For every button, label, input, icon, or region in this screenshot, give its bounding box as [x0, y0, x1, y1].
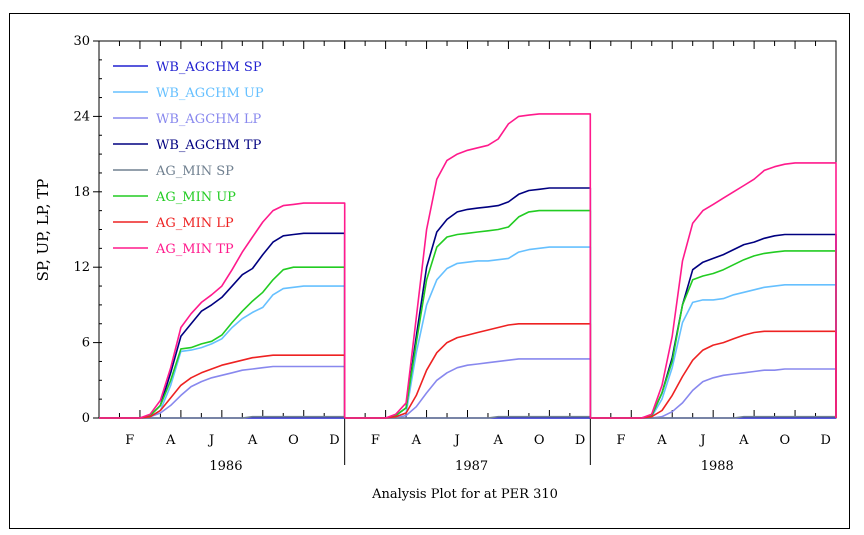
- legend-label: AG_MIN UP: [155, 190, 236, 205]
- month-label: D: [575, 433, 585, 448]
- series-line-ag-min-up-1987[interactable]: [344, 209, 592, 419]
- chart-title: Analysis Plot for at PER 310: [371, 487, 558, 502]
- y-tick-label: 30: [73, 34, 90, 49]
- month-label: F: [617, 433, 626, 448]
- month-label: O: [779, 433, 790, 448]
- legend-label: AG_MIN TP: [155, 242, 234, 257]
- legend-label: WB_AGCHM LP: [156, 112, 262, 127]
- series-line-ag-min-tp-1987[interactable]: [344, 113, 592, 419]
- y-tick-label: 18: [73, 185, 90, 200]
- month-label: J: [698, 433, 705, 448]
- y-tick-label: 0: [82, 411, 90, 426]
- series-line-wb-agchm-tp-1987[interactable]: [344, 187, 592, 419]
- y-tick-label: 24: [73, 109, 90, 124]
- legend-label: WB_AGCHM SP: [156, 60, 262, 75]
- month-label: D: [821, 433, 831, 448]
- series-line-wb-agchm-tp-1988[interactable]: [590, 233, 837, 419]
- series-line-wb-agchm-up-1988[interactable]: [590, 284, 837, 419]
- series-line-wb-agchm-up-1987[interactable]: [344, 246, 592, 419]
- year-label: 1987: [455, 459, 488, 474]
- month-label: A: [165, 433, 176, 448]
- series-line-ag-min-tp-1986[interactable]: [99, 202, 346, 419]
- month-label: A: [656, 433, 667, 448]
- series-line-wb-agchm-up-1986[interactable]: [99, 285, 346, 419]
- series-line-ag-min-lp-1986[interactable]: [99, 354, 346, 419]
- month-label: J: [453, 433, 460, 448]
- month-label: J: [207, 433, 214, 448]
- legend: WB_AGCHM SP WB_AGCHM UP WB_AGCHM LP WB_AGCH…: [113, 60, 264, 257]
- month-label: A: [411, 433, 422, 448]
- legend-label: AG_MIN LP: [155, 216, 234, 231]
- series-line-ag-min-lp-1987[interactable]: [344, 323, 592, 419]
- month-label: A: [493, 433, 504, 448]
- month-label: D: [329, 433, 339, 448]
- series-line-ag-min-tp-1988[interactable]: [590, 162, 837, 419]
- legend-label: WB_AGCHM UP: [156, 86, 264, 101]
- month-label: F: [371, 433, 380, 448]
- month-label: A: [738, 433, 749, 448]
- series-layer: [99, 113, 837, 419]
- series-line-ag-min-up-1986[interactable]: [99, 266, 346, 419]
- year-label: 1988: [701, 459, 734, 474]
- legend-label: AG_MIN SP: [155, 164, 234, 179]
- y-tick-label: 6: [82, 336, 90, 351]
- month-label: F: [125, 433, 134, 448]
- legend-label: WB_AGCHM TP: [156, 138, 262, 153]
- month-label: O: [288, 433, 299, 448]
- month-label: O: [534, 433, 545, 448]
- series-line-wb-agchm-lp-1987[interactable]: [344, 358, 592, 419]
- month-label: A: [247, 433, 258, 448]
- y-axis-label: SP, UP, LP, TP: [34, 179, 52, 282]
- year-label: 1986: [209, 459, 242, 474]
- series-line-ag-min-lp-1988[interactable]: [590, 330, 837, 419]
- series-line-ag-min-up-1988[interactable]: [590, 250, 837, 419]
- y-tick-label: 12: [73, 260, 90, 275]
- series-line-wb-agchm-tp-1986[interactable]: [99, 232, 346, 419]
